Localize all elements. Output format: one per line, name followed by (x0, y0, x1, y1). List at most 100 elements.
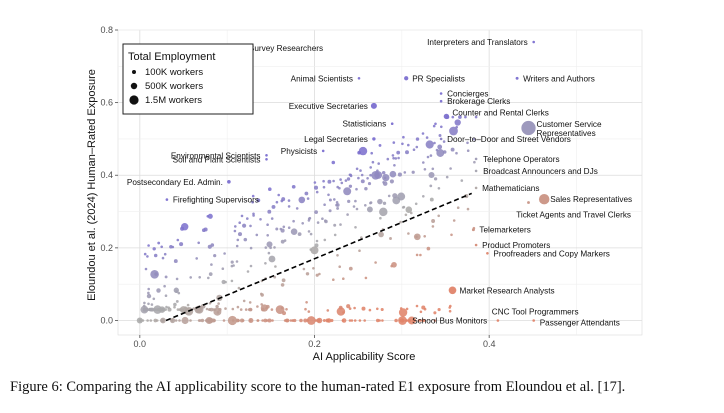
occupation-point (364, 276, 368, 280)
occupation-point (218, 307, 222, 312)
point-label: Brokerage Clerks (447, 97, 510, 106)
labeled-point (370, 102, 377, 109)
legend-box (122, 43, 254, 115)
occupation-point (175, 299, 179, 303)
occupation-point (387, 194, 391, 198)
occupation-point (244, 308, 248, 311)
occupation-point (263, 318, 268, 323)
occupation-point (309, 232, 313, 236)
occupation-point (415, 137, 420, 141)
point-label: Ticket Agents and Travel Clerks (516, 211, 631, 220)
point-label: Market Research Analysts (460, 286, 555, 295)
occupation-point (150, 303, 154, 306)
occupation-point (266, 241, 273, 248)
point-label: Sales Representatives (550, 195, 632, 204)
labeled-point (515, 76, 519, 80)
occupation-point (189, 276, 192, 279)
occupation-point (217, 302, 220, 305)
labeled-point (532, 319, 535, 322)
occupation-point (404, 213, 408, 217)
occupation-point (304, 307, 307, 311)
occupation-point (381, 171, 386, 175)
occupation-point (141, 319, 145, 322)
point-label: Environmental Scientists (171, 151, 261, 160)
occupation-point (261, 319, 264, 322)
labeled-points: Survey Researchers Interpreters and Trans… (127, 38, 632, 328)
occupation-point (150, 270, 159, 279)
occupation-point (305, 272, 310, 276)
occupation-point (249, 264, 253, 268)
occupation-point (322, 185, 326, 189)
x-axis-title: AI Applicability Score (313, 351, 416, 363)
occupation-point (421, 132, 425, 135)
labeled-point (439, 137, 443, 141)
occupation-point (302, 267, 306, 271)
occupation-point (374, 261, 377, 264)
occupation-point (437, 144, 443, 150)
occupation-point (346, 304, 351, 309)
occupation-point (239, 308, 243, 311)
occupation-point (454, 119, 461, 126)
legend: Total Employment 100K workers 500K worke… (122, 43, 254, 115)
occupation-point (369, 173, 372, 177)
occupation-point (361, 306, 366, 311)
labeled-point (474, 157, 478, 161)
occupation-point (315, 239, 319, 243)
occupation-point (163, 252, 167, 256)
occupation-point (333, 223, 337, 227)
occupation-point (474, 115, 478, 119)
occupation-point (437, 308, 441, 312)
point-label: Door–to–Door and Street Vendors (447, 135, 571, 144)
occupation-point (267, 251, 271, 255)
occupation-point (147, 308, 151, 311)
occupation-point (426, 155, 430, 159)
occupation-point (156, 288, 161, 293)
occupation-point (289, 319, 293, 322)
occupation-point (158, 306, 166, 313)
occupation-point (377, 162, 381, 165)
occupation-point (394, 157, 398, 160)
occupation-point (252, 214, 255, 217)
occupation-point (338, 305, 343, 310)
occupation-point (236, 238, 240, 242)
occupation-point (473, 160, 476, 164)
occupation-point (325, 318, 330, 323)
occupation-point (397, 192, 406, 201)
occupation-point (287, 226, 291, 229)
occupation-point (205, 307, 209, 311)
occupation-point (179, 242, 184, 247)
axis-ticks: 0.0 0.2 0.4 0.0 0.2 0.4 0.6 0.8 (100, 25, 495, 349)
occupation-point (143, 301, 146, 305)
occupation-point (297, 232, 302, 237)
occupation-point (291, 184, 296, 189)
occupation-point (307, 217, 311, 220)
occupation-point (144, 307, 149, 312)
occupation-point (322, 319, 326, 322)
occupation-point (309, 248, 313, 251)
occupation-point (268, 187, 272, 191)
occupation-point (422, 161, 425, 164)
occupation-point (268, 255, 276, 263)
occupation-point (210, 243, 215, 247)
occupation-point (383, 176, 387, 180)
labeled-point (321, 149, 325, 153)
labeled-point (521, 120, 536, 136)
occupation-point (173, 302, 177, 307)
occupation-point (292, 219, 295, 223)
occupation-point (394, 318, 398, 323)
labeled-point (474, 186, 478, 190)
occupation-point (347, 199, 351, 204)
occupation-point (316, 317, 323, 324)
occupation-point (363, 319, 367, 322)
occupation-point (415, 145, 419, 149)
occupation-point (419, 310, 423, 314)
occupation-point (235, 244, 239, 248)
occupation-point (360, 179, 365, 184)
labeled-point (357, 77, 361, 80)
occupation-point (389, 237, 392, 240)
occupation-point (170, 319, 174, 322)
occupation-point (259, 218, 262, 221)
occupation-point (380, 307, 384, 312)
occupation-point (318, 272, 321, 276)
point-label: Interpreters and Translators (427, 38, 528, 47)
